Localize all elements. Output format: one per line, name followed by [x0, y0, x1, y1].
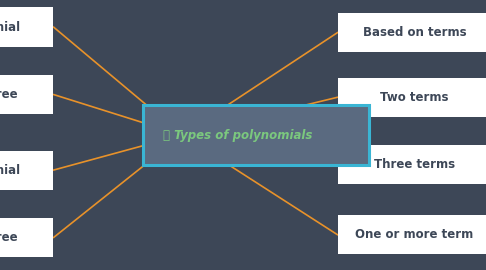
Text: Two terms: Two terms [380, 91, 449, 104]
Text: Based on terms: Based on terms [363, 26, 466, 39]
FancyBboxPatch shape [338, 78, 486, 117]
FancyBboxPatch shape [0, 75, 53, 114]
FancyBboxPatch shape [338, 13, 486, 52]
Text: 😤 Types of polynomials: 😤 Types of polynomials [163, 129, 312, 141]
FancyBboxPatch shape [0, 151, 53, 190]
Text: degree: degree [0, 88, 18, 101]
FancyBboxPatch shape [143, 104, 369, 165]
Text: Three terms: Three terms [374, 158, 455, 171]
Text: degree: degree [0, 231, 18, 244]
FancyBboxPatch shape [0, 7, 53, 46]
Text: ynomial: ynomial [0, 164, 21, 177]
FancyBboxPatch shape [338, 215, 486, 254]
FancyBboxPatch shape [0, 218, 53, 257]
FancyBboxPatch shape [338, 145, 486, 184]
Text: One or more term: One or more term [355, 228, 473, 241]
Text: ynomial: ynomial [0, 21, 21, 33]
